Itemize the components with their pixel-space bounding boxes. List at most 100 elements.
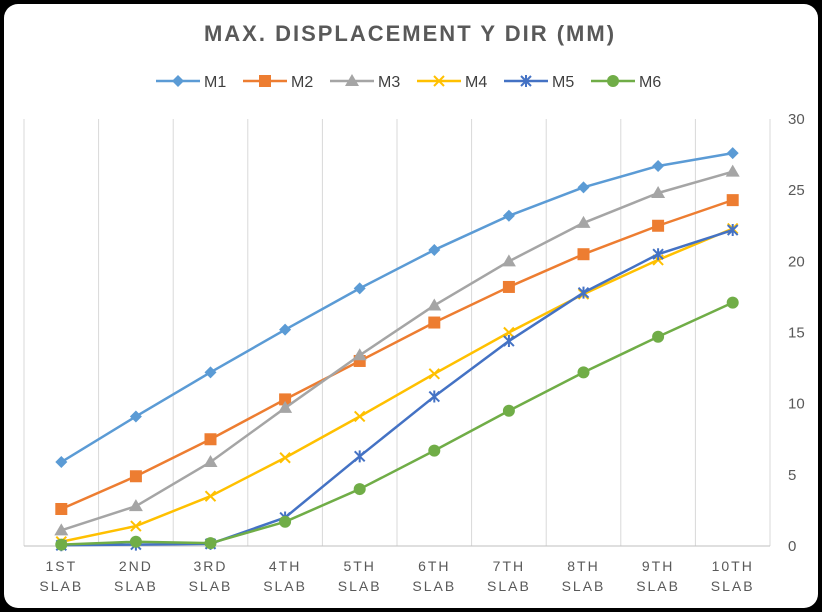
- data-point: [428, 316, 441, 329]
- data-point: [279, 515, 292, 528]
- data-point: [725, 164, 740, 177]
- data-point: [129, 535, 142, 548]
- data-point: [501, 254, 516, 267]
- data-point: [55, 456, 68, 469]
- x-tick-label: SLAB: [189, 578, 233, 594]
- legend-item-m1: M1: [156, 74, 226, 91]
- series-m3: [54, 164, 740, 536]
- x-tick-label: 10TH: [712, 558, 754, 574]
- data-point: [428, 368, 441, 380]
- data-point: [576, 215, 591, 228]
- data-point: [54, 523, 69, 536]
- legend-item-m5: M5: [504, 74, 574, 91]
- data-point: [502, 209, 515, 222]
- legend: M1 M2 M3 M4 M5 M6: [156, 74, 661, 91]
- x-tick-label: SLAB: [263, 578, 307, 594]
- series-line: [61, 228, 734, 547]
- data-point: [502, 280, 515, 293]
- axes: 0 5 10 15 20 25 30 1ST SLAB 2ND SLAB 3RD SLAB 4TH SLAB…: [24, 111, 805, 594]
- x-tick-label: 3RD: [193, 558, 227, 574]
- data-point: [204, 433, 217, 446]
- series-line: [61, 301, 734, 546]
- legend-marker: [433, 75, 445, 87]
- data-point: [279, 452, 291, 464]
- data-point: [353, 450, 366, 463]
- x-tick-label: SLAB: [338, 578, 382, 594]
- data-point: [652, 330, 665, 343]
- data-point: [55, 538, 68, 551]
- data-point: [352, 348, 367, 361]
- legend-item-m6: M6: [591, 74, 661, 91]
- legend-label: M3: [378, 74, 400, 91]
- legend-label: M4: [465, 74, 487, 91]
- data-point: [279, 323, 292, 336]
- legend-label: M1: [204, 74, 226, 91]
- legend-item-m2: M2: [243, 74, 313, 91]
- data-point: [577, 181, 590, 194]
- data-point: [577, 366, 590, 379]
- data-point: [652, 219, 665, 232]
- data-point: [129, 410, 142, 423]
- data-point: [651, 186, 666, 199]
- series-line: [60, 151, 733, 464]
- data-point: [130, 520, 142, 532]
- data-point: [278, 400, 293, 413]
- legend-label: M6: [639, 74, 661, 91]
- data-point: [279, 393, 292, 406]
- legend-label: M2: [291, 74, 313, 91]
- legend-marker: [172, 75, 184, 87]
- series-group: [54, 147, 740, 552]
- data-point: [204, 490, 217, 502]
- x-tick-label: 9TH: [642, 558, 674, 574]
- data-point: [55, 502, 68, 515]
- x-tick-label: 5TH: [343, 558, 375, 574]
- x-tick-label: 6TH: [418, 558, 450, 574]
- data-point: [353, 282, 366, 295]
- legend-marker: [520, 75, 532, 87]
- data-point: [204, 366, 217, 379]
- data-point: [353, 483, 366, 496]
- data-point: [503, 326, 515, 339]
- y-tick-label: 25: [788, 182, 805, 199]
- data-point: [203, 455, 218, 468]
- series-line: [61, 227, 734, 543]
- series-m1: [55, 147, 739, 469]
- data-point: [726, 224, 739, 237]
- legend-item-m4: M4: [417, 74, 487, 91]
- x-tick-label: 2ND: [119, 558, 153, 574]
- x-tick-label: SLAB: [711, 578, 755, 594]
- data-point: [353, 410, 366, 423]
- y-tick-label: 20: [788, 253, 805, 270]
- y-tick-label: 10: [788, 396, 805, 413]
- x-tick-label: SLAB: [412, 578, 456, 594]
- legend-marker: [259, 75, 271, 87]
- y-tick-label: 0: [788, 538, 796, 555]
- gridlines: [23, 119, 771, 546]
- y-tick-label: 15: [788, 325, 805, 342]
- x-tick-label: SLAB: [487, 578, 531, 594]
- x-tick-label: 7TH: [493, 558, 525, 574]
- legend-marker: [607, 75, 619, 87]
- series-line: [60, 198, 734, 511]
- x-tick-label: 4TH: [269, 558, 301, 574]
- line-chart: MAX. DISPLACEMENT Y DIR (MM) 0 5 10 15 20 25 3…: [23, 21, 805, 594]
- series-m2: [55, 194, 739, 515]
- x-tick-label: 8TH: [567, 558, 599, 574]
- data-point: [726, 296, 739, 309]
- y-tick-label: 30: [788, 111, 805, 128]
- legend-item-m3: M3: [330, 74, 400, 91]
- chart-title: MAX. DISPLACEMENT Y DIR (MM): [204, 21, 616, 46]
- chart-frame: MAX. DISPLACEMENT Y DIR (MM) 0 5 10 15 20 25 3…: [4, 4, 818, 608]
- data-point: [204, 537, 217, 550]
- data-point: [428, 390, 441, 403]
- data-point: [577, 286, 590, 299]
- data-point: [577, 248, 590, 261]
- data-point: [128, 499, 143, 512]
- data-point: [652, 159, 665, 172]
- data-point: [726, 147, 739, 160]
- data-point: [502, 404, 515, 417]
- data-point: [427, 298, 442, 311]
- series-line: [60, 170, 734, 532]
- data-point: [503, 335, 515, 348]
- x-tick-label: 1ST: [45, 558, 77, 574]
